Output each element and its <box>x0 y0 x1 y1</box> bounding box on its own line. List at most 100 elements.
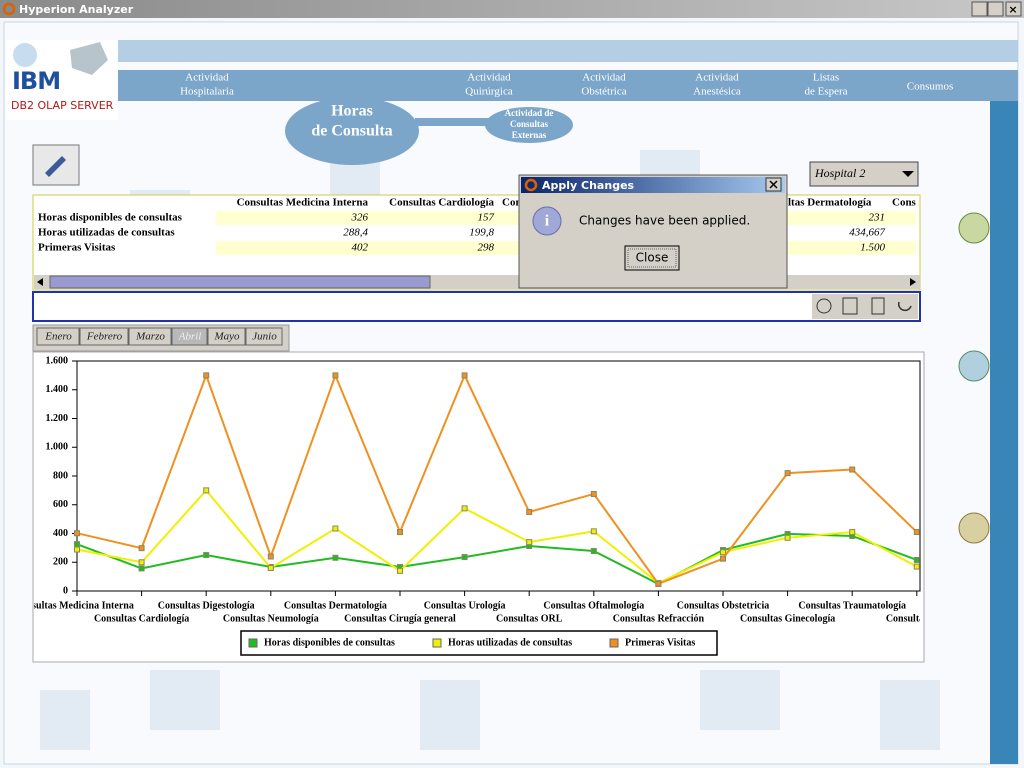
point <box>74 541 80 548</box>
tab-label: Junio <box>252 331 277 343</box>
cell: 288,4 <box>343 227 368 239</box>
x-tick-label: Consultas Cardiología <box>94 613 189 624</box>
nav-item[interactable]: Actividad <box>695 72 739 84</box>
x-tick-label: Consultas Oftalmología <box>543 600 644 611</box>
column-header: ltas Dermatología <box>788 197 872 209</box>
point <box>397 529 403 536</box>
y-tick-label: 200 <box>53 557 68 568</box>
point <box>720 555 726 562</box>
export-button[interactable] <box>842 297 858 315</box>
window-title: Hyperion Analyzer <box>19 3 134 16</box>
toolbar <box>32 291 921 322</box>
dialog-icon <box>524 178 538 192</box>
y-tick-label: 1.000 <box>46 442 69 453</box>
point <box>74 530 80 537</box>
section-title: Horas <box>331 103 373 120</box>
side-icon[interactable] <box>958 212 990 244</box>
side-icon[interactable] <box>958 512 990 544</box>
hospital-select[interactable] <box>809 161 919 187</box>
column-header: Con <box>502 197 522 209</box>
x-tick-label: Consultas Urología <box>424 600 506 611</box>
tab[interactable] <box>79 327 129 346</box>
y-tick-label: 800 <box>53 470 68 481</box>
tab[interactable] <box>171 327 208 346</box>
sub-bubble[interactable] <box>485 107 573 143</box>
chart: 0 200 400 600 800 1.000 1.200 1.400 1.600 sultas … <box>34 355 921 656</box>
nav-item[interactable]: Actividad <box>185 72 229 84</box>
tab[interactable] <box>128 327 172 346</box>
dialog-title: Apply Changes <box>542 179 635 192</box>
point <box>203 372 210 379</box>
x-tick-label: Consultas Digestología <box>158 600 255 611</box>
series-line <box>76 532 918 586</box>
nav-item[interactable]: Hospitalaria <box>180 86 234 98</box>
y-tick-label: 600 <box>53 499 68 510</box>
maximize[interactable] <box>987 1 1004 17</box>
legend-label: Horas utilizadas de consultas <box>448 637 572 648</box>
point <box>267 565 274 571</box>
tab[interactable] <box>207 327 246 346</box>
cell: 326 <box>351 212 369 224</box>
point <box>590 490 597 497</box>
legend-label: Primeras Visitas <box>625 637 695 648</box>
logo-badge <box>13 43 37 67</box>
undo-button[interactable] <box>897 301 912 312</box>
nav-item[interactable]: Listas <box>813 72 839 84</box>
tab[interactable] <box>245 327 283 346</box>
nav-item[interactable]: Quirúrgica <box>465 86 513 98</box>
logo-brand: IBM <box>12 67 60 95</box>
legend-swatch <box>432 638 442 648</box>
point <box>913 556 920 563</box>
legend-swatch <box>609 638 619 648</box>
dialog: Apply Changes i Changes have been applie… <box>518 174 788 289</box>
point <box>138 545 145 552</box>
series <box>74 372 920 587</box>
column-header: Consultas Medicina Interna <box>237 197 369 209</box>
minimize[interactable] <box>971 1 988 17</box>
point <box>397 567 403 574</box>
tab-label: Febrero <box>86 331 123 343</box>
window-controls[interactable]: × <box>971 1 1022 17</box>
row-label: Primeras Visitas <box>38 242 116 254</box>
focus-ring <box>627 248 677 268</box>
title-bar <box>0 0 1024 18</box>
scroll-thumb[interactable] <box>49 275 431 289</box>
point <box>590 528 597 535</box>
point <box>784 470 791 477</box>
legend-swatch <box>248 638 258 648</box>
tab[interactable] <box>36 327 80 346</box>
legend <box>240 630 718 656</box>
section-sub: Consultas <box>510 119 549 129</box>
top-band <box>118 40 1018 62</box>
close-window[interactable] <box>1005 1 1022 17</box>
cancel-button[interactable] <box>816 298 832 314</box>
info-glyph: i <box>545 213 550 230</box>
point <box>849 466 856 473</box>
toolbar-buttons <box>812 294 918 319</box>
point <box>332 554 339 561</box>
nav-bar <box>118 70 1018 101</box>
section-link <box>415 118 495 126</box>
cell: 157 <box>478 212 495 224</box>
nav-item[interactable]: Actividad <box>582 72 626 84</box>
nav-item[interactable]: Anestésica <box>693 86 741 98</box>
point <box>590 548 597 555</box>
tabs: Enero Febrero Marzo Abril Mayo Junio <box>36 327 283 346</box>
y-tick-label: 1.400 <box>46 384 69 395</box>
nav-item[interactable]: Consumos <box>907 81 953 93</box>
point <box>203 487 210 494</box>
series-line <box>76 372 918 586</box>
point <box>138 565 145 572</box>
tab-label: Mayo <box>213 331 240 343</box>
nav-item[interactable]: de Espera <box>804 86 847 98</box>
side-icon[interactable] <box>958 350 990 382</box>
x-tick-label: Consultas Dermatología <box>284 600 387 611</box>
cell: 434,667 <box>849 227 885 239</box>
close-button[interactable] <box>624 245 680 271</box>
nav-item[interactable]: Actividad <box>467 72 511 84</box>
y-tick-label: 400 <box>53 528 68 539</box>
legend-label: Horas disponibles de consultas <box>264 637 395 648</box>
calc-button[interactable] <box>871 297 885 315</box>
nav-item[interactable]: Obstétrica <box>581 86 626 98</box>
close-button-label: Close <box>636 251 669 265</box>
